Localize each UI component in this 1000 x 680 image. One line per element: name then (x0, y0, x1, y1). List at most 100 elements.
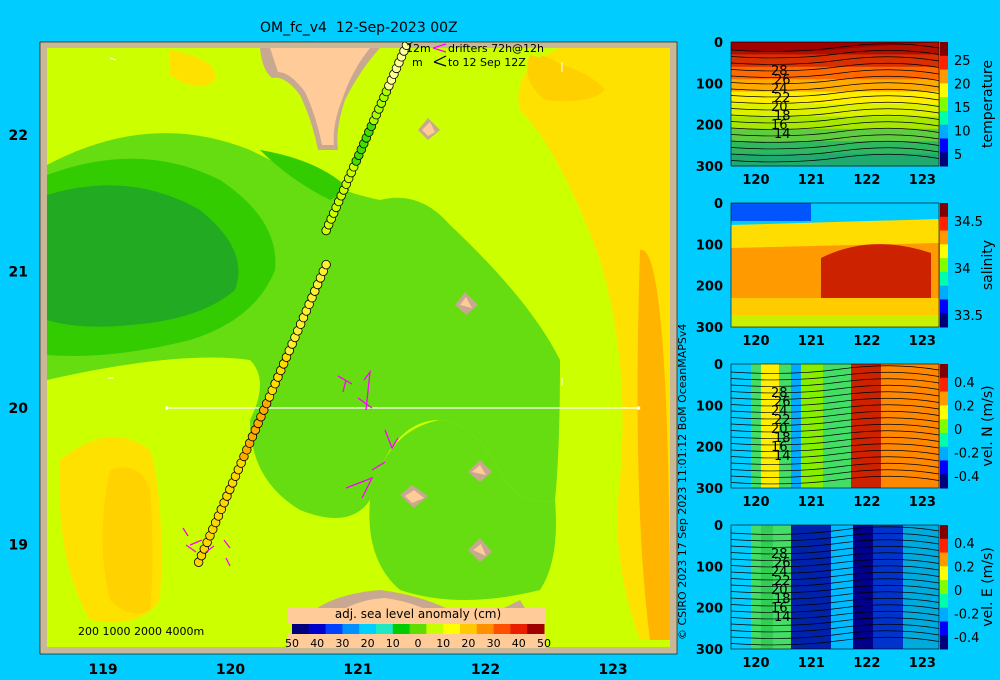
panel-colorbar-swatch (940, 405, 948, 420)
panel-depth-tick: 0 (714, 197, 723, 212)
panel-colorbar-swatch (940, 432, 948, 448)
contour-label: 24 (771, 565, 788, 580)
colorbar-tick: 40 (512, 637, 526, 650)
colorbar-swatch (359, 624, 377, 634)
panel-colorbar-swatch (940, 230, 948, 245)
colorbar-swatch (460, 624, 478, 634)
drifter-point (321, 259, 331, 270)
contour-label: 20 (771, 422, 788, 437)
panel-depth-tick: 300 (696, 643, 723, 658)
colorbar-tick: 30 (335, 637, 349, 650)
panel-colorbar-tick: 10 (954, 125, 971, 140)
panel-colorbar-swatch (940, 580, 948, 595)
sla-colorbar: adj. sea level anomaly (cm) 50 40 30 20 10 0 1… (285, 607, 551, 650)
panel-depth-tick: 200 (696, 602, 723, 617)
panel-colorbar-swatch (940, 460, 948, 475)
panel-lon-tick: 120 (742, 495, 769, 510)
colorbar-swatch (527, 624, 545, 634)
panel-lon-tick: 122 (853, 656, 880, 671)
panel-colorbar-tick: 34.5 (954, 215, 983, 230)
panel-colorbar-swatch (940, 83, 948, 98)
panel-lon-tick: 121 (798, 334, 825, 349)
panel-depth-tick: 100 (696, 77, 723, 92)
panel-colorbar-tick: 0.4 (954, 537, 975, 552)
map-lon-tick: 122 (471, 662, 500, 678)
legend-line1b: drifters 72h@12h (448, 42, 544, 55)
panel-depth-tick: 100 (696, 560, 723, 575)
panel-depth-tick: 200 (696, 119, 723, 134)
contour-label: 24 (771, 82, 788, 97)
contour-label: 26 (774, 556, 791, 571)
contour-label: 14 (774, 610, 791, 625)
panel-colorbar-tick: 0 (954, 584, 962, 599)
contour-label: 20 (771, 583, 788, 598)
map-lat-tick: 20 (9, 401, 29, 417)
panel-colorbar-swatch (940, 635, 948, 650)
panel-colorbar-tick: 0.2 (954, 400, 975, 415)
colorbar-swatch (392, 624, 411, 634)
panel-depth-tick: 300 (696, 482, 723, 497)
panel-colorbar-swatch (940, 474, 948, 489)
panel-colorbar-swatch (940, 97, 948, 112)
panel-lon-tick: 123 (909, 495, 936, 510)
contour-label: 26 (774, 395, 791, 410)
panel-colorbar-swatch (940, 538, 948, 554)
colorbar-swatch (426, 624, 444, 634)
drifter-point (405, 42, 413, 45)
contour-label: 28 (771, 547, 788, 562)
panel-colorbar-swatch (940, 377, 948, 393)
panel-colorbar-tick: 25 (954, 54, 971, 69)
contour-label: 24 (771, 404, 788, 419)
panel-colorbar-swatch (940, 203, 948, 218)
colorbar-swatch (342, 624, 360, 634)
colorbar-swatch (292, 624, 310, 634)
panel-colorbar-tick: -0.2 (954, 608, 979, 623)
colorbar-swatch (325, 624, 343, 634)
contour-label: 22 (774, 413, 791, 428)
panel-lon-tick: 122 (853, 173, 880, 188)
panel-colorbar-swatch (940, 566, 948, 581)
contour-label: 14 (774, 449, 791, 464)
contour-label: 28 (771, 64, 788, 79)
panel-lon-tick: 121 (798, 495, 825, 510)
copyright-text: © CSIRO 2023 17 Sep 2023 11:01:12 BoM Oc… (676, 323, 689, 640)
panel-depth-tick: 0 (714, 36, 723, 51)
colorbar-tick: 0 (415, 637, 422, 650)
panel-colorbar-swatch (940, 299, 948, 314)
panel-colorbar-tick: -0.4 (954, 470, 979, 485)
colorbar-tick: 10 (386, 637, 400, 650)
panel-colorbar-swatch (940, 69, 948, 84)
panel-colorbar-swatch (940, 110, 948, 126)
contour-label: 22 (774, 91, 791, 106)
panel-colorbar-tick: 20 (954, 78, 971, 93)
section-line (164, 406, 641, 410)
panel-lon-tick: 121 (798, 173, 825, 188)
panel-depth-tick: 200 (696, 441, 723, 456)
contour-label: 16 (771, 601, 788, 616)
colorbar-swatch (493, 624, 511, 634)
colorbar-tick: 40 (310, 637, 324, 650)
map-title: OM_fc_v4 12-Sep-2023 00Z (260, 20, 458, 36)
bathymetry-legend: 200 1000 2000 4000m (78, 625, 204, 638)
panel-colorbar-swatch (940, 285, 948, 300)
colorbar-swatch (476, 624, 495, 634)
panel-colorbar-tick: -0.2 (954, 447, 979, 462)
panel-colorbar-tick: 34 (954, 262, 971, 277)
contour-label: 20 (771, 100, 788, 115)
contour-label: 28 (771, 386, 788, 401)
panel-lon-tick: 123 (909, 334, 936, 349)
contour-label: 14 (774, 127, 791, 142)
panel-colorbar-swatch (940, 258, 948, 273)
panel-colorbar-label: vel. E (m/s) (980, 547, 996, 627)
colorbar-tick: 20 (361, 637, 375, 650)
map-lat-tick: 22 (9, 128, 28, 144)
panel-colorbar-tick: 5 (954, 148, 962, 163)
panel-lon-tick: 122 (853, 334, 880, 349)
map-lat-tick: 19 (9, 538, 28, 554)
colorbar-title: adj. sea level anomaly (cm) (335, 607, 501, 621)
panel-lon-tick: 120 (742, 656, 769, 671)
